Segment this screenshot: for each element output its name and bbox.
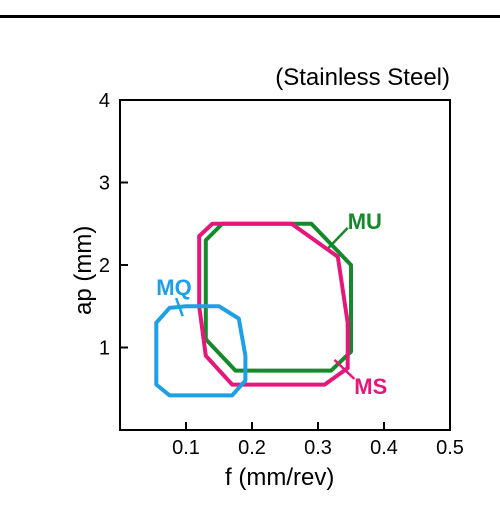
svg-text:0.4: 0.4 (370, 437, 398, 459)
svg-text:0.2: 0.2 (238, 437, 266, 459)
svg-text:0.3: 0.3 (304, 437, 332, 459)
svg-text:4: 4 (99, 90, 110, 112)
region-label-MQ: MQ (156, 275, 191, 301)
region-label-MU: MU (348, 209, 382, 235)
x-axis-label: f (mm/rev) (225, 464, 334, 492)
svg-text:2: 2 (99, 255, 110, 277)
svg-text:0.1: 0.1 (172, 437, 200, 459)
svg-text:0.5: 0.5 (436, 437, 464, 459)
svg-text:3: 3 (99, 173, 110, 195)
figure-container: { "rule": { "top_px": 15, "color": "#000… (0, 0, 500, 526)
region-label-MS: MS (354, 374, 387, 400)
svg-text:1: 1 (99, 338, 110, 360)
y-axis-label: ap (mm) (70, 226, 98, 315)
